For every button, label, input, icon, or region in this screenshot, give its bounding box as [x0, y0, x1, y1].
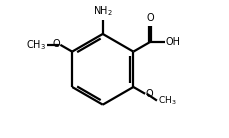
- Text: O: O: [145, 89, 153, 99]
- Text: CH$_3$: CH$_3$: [157, 94, 175, 107]
- Text: NH$_2$: NH$_2$: [93, 4, 112, 18]
- Text: CH$_3$: CH$_3$: [26, 38, 46, 52]
- Text: O: O: [52, 39, 59, 49]
- Text: OH: OH: [165, 37, 180, 47]
- Text: O: O: [145, 13, 153, 23]
